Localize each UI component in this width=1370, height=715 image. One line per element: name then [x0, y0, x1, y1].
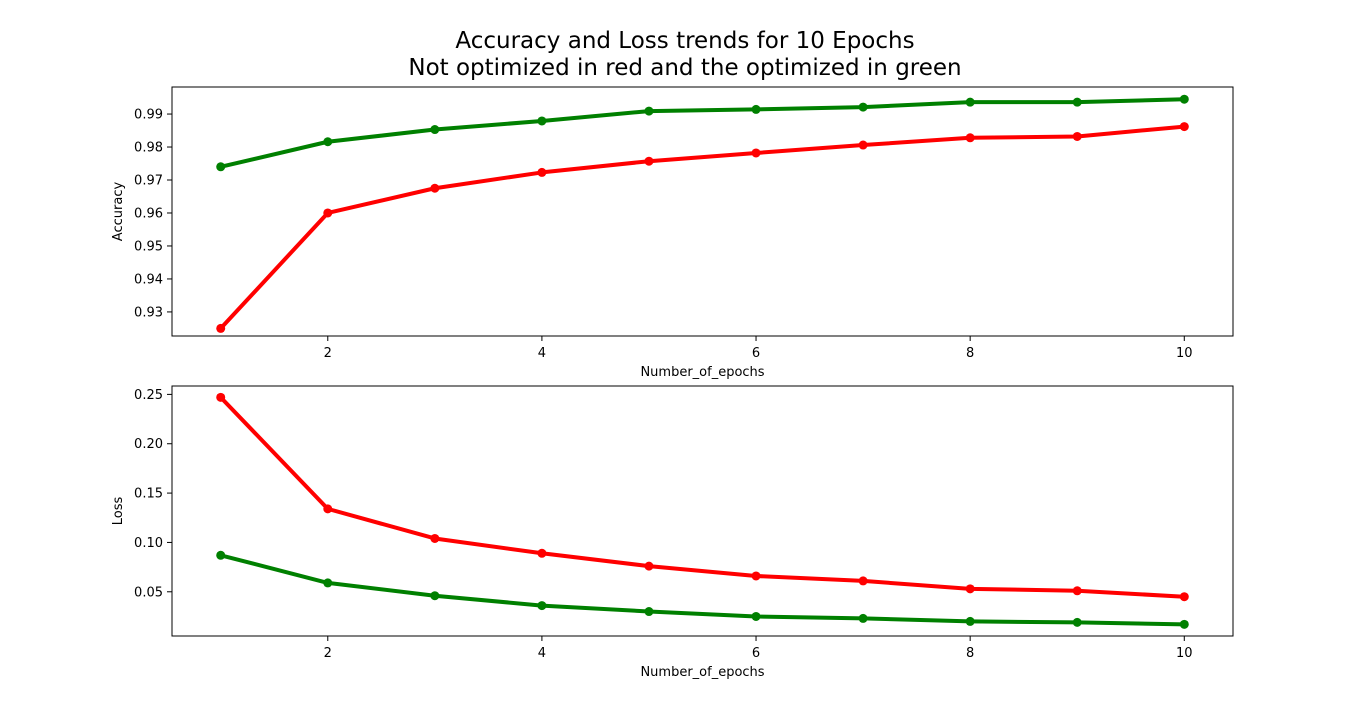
loss-series-0-point [751, 571, 761, 581]
figure-title-line-1: Accuracy and Loss trends for 10 Epochs [455, 28, 915, 54]
loss-series-1-point [965, 616, 975, 626]
accuracy-series-0-point [751, 148, 761, 158]
accuracy-series-1-point [1072, 97, 1082, 107]
loss-series-1-point [430, 591, 440, 601]
loss-series-0-point [965, 584, 975, 594]
accuracy-series-0-point [216, 323, 226, 333]
accuracy-series-0-point [1179, 122, 1189, 132]
accuracy-y-tick-label: 0.95 [134, 239, 163, 254]
loss-series-1-point [1179, 619, 1189, 629]
accuracy-series-1-point [751, 104, 761, 114]
accuracy-series-1-point [965, 97, 975, 107]
accuracy-series-0-point [323, 208, 333, 218]
loss-y-tick-label: 0.05 [134, 585, 163, 600]
loss-series-1-point [216, 550, 226, 560]
accuracy-series-1-point [216, 162, 226, 172]
loss-y-tick-label: 0.25 [134, 388, 163, 403]
accuracy-y-tick-label: 0.97 [134, 174, 163, 189]
loss-y-tick-label: 0.10 [134, 536, 163, 551]
accuracy-y-tick-label: 0.93 [134, 305, 163, 320]
accuracy-y-axis-label: Accuracy [111, 182, 126, 242]
loss-axes-frame [171, 385, 1234, 637]
loss-series-0-point [537, 548, 547, 558]
loss-x-axis-label: Number_of_epochs [640, 665, 764, 680]
accuracy-x-axis-label: Number_of_epochs [640, 365, 764, 380]
accuracy-x-tick-label: 2 [324, 346, 332, 361]
accuracy-series-1-point [858, 102, 868, 112]
loss-series-0-point [1179, 592, 1189, 602]
accuracy-y-tick-label: 0.98 [134, 141, 163, 156]
accuracy-axes-frame [171, 86, 1234, 337]
loss-series-1-point [751, 611, 761, 621]
loss-series-line-1 [220, 553, 1185, 627]
loss-y-tick-label: 0.15 [134, 487, 163, 502]
loss-series-line-0 [219, 395, 1185, 599]
accuracy-series-0-point [965, 133, 975, 143]
loss-x-tick-label: 4 [538, 646, 546, 661]
loss-series-0-point [858, 576, 868, 586]
accuracy-x-tick-label: 6 [752, 346, 760, 361]
accuracy-series-0-point [858, 140, 868, 150]
accuracy-series-0-point [430, 183, 440, 193]
loss-y-axis-label: Loss [111, 497, 126, 526]
accuracy-x-tick-label: 8 [966, 346, 974, 361]
accuracy-series-1-point [323, 137, 333, 147]
loss-x-tick-label: 10 [1176, 646, 1193, 661]
loss-series-1-point [1072, 617, 1082, 627]
accuracy-series-0-point [644, 156, 654, 166]
loss-series-0-point [430, 533, 440, 543]
loss-series-1-point [323, 578, 333, 588]
accuracy-x-tick-label: 10 [1176, 346, 1193, 361]
loss-series-0-point [644, 561, 654, 571]
loss-series-0-point [323, 504, 333, 514]
loss-subplot: 2 4 6 8 10 0.05 0.10 0.15 0.20 0.25 Number_of_epoc… [111, 385, 1234, 680]
accuracy-subplot: 2 4 6 8 10 0.93 0.94 0.95 0.96 0.97 0.98 0.99 Number… [111, 86, 1234, 380]
loss-series-1-point [644, 607, 654, 617]
accuracy-series-0-point [1072, 131, 1082, 141]
loss-y-tick-label: 0.20 [134, 437, 163, 452]
accuracy-series-0-point [537, 167, 547, 177]
accuracy-x-tick-label: 4 [538, 346, 546, 361]
loss-series-0-point [216, 392, 226, 402]
accuracy-series-1-point [537, 116, 547, 126]
loss-series-0-point [1072, 586, 1082, 596]
accuracy-series-1-point [1179, 94, 1189, 104]
accuracy-series-1-point [644, 106, 654, 116]
accuracy-series-line-0 [219, 124, 1185, 330]
figure-title-line-2: Not optimized in red and the optimized i… [408, 55, 962, 81]
accuracy-series-line-1 [220, 97, 1185, 169]
accuracy-y-tick-label: 0.96 [134, 206, 163, 221]
loss-x-tick-label: 8 [966, 646, 974, 661]
accuracy-y-tick-label: 0.99 [134, 108, 163, 123]
loss-series-1-point [537, 601, 547, 611]
loss-x-tick-label: 6 [752, 646, 760, 661]
accuracy-series-1-point [430, 125, 440, 135]
loss-series-1-point [858, 613, 868, 623]
accuracy-y-tick-label: 0.94 [134, 272, 163, 287]
loss-x-tick-label: 2 [324, 646, 332, 661]
